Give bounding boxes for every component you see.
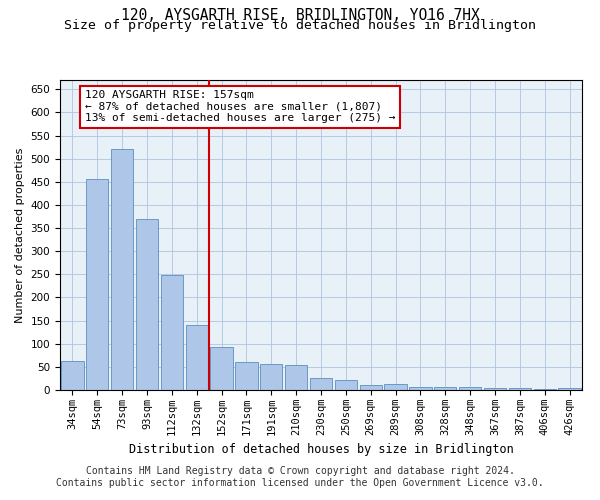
Bar [533,388,556,390]
Bar [285,364,307,390]
Bar [459,387,481,390]
Text: 120 AYSGARTH RISE: 157sqm
← 87% of detached houses are smaller (1,807)
13% of se: 120 AYSGARTH RISE: 157sqm ← 87% of detac… [85,90,395,124]
Bar [86,180,109,390]
Text: Contains HM Land Registry data © Crown copyright and database right 2024.
Contai: Contains HM Land Registry data © Crown c… [56,466,544,487]
Bar [335,380,357,390]
Bar [260,364,283,390]
Bar [385,384,407,390]
Bar [310,378,332,390]
Bar [136,219,158,390]
Bar [161,276,183,390]
Bar [111,150,133,390]
Bar [409,387,431,390]
Text: 120, AYSGARTH RISE, BRIDLINGTON, YO16 7HX: 120, AYSGARTH RISE, BRIDLINGTON, YO16 7H… [121,8,479,22]
Y-axis label: Number of detached properties: Number of detached properties [15,148,25,322]
Text: Size of property relative to detached houses in Bridlington: Size of property relative to detached ho… [64,18,536,32]
Text: Distribution of detached houses by size in Bridlington: Distribution of detached houses by size … [128,442,514,456]
Bar [211,348,233,390]
Bar [559,388,581,390]
Bar [185,325,208,390]
Bar [434,387,457,390]
Bar [61,362,83,390]
Bar [484,388,506,390]
Bar [359,386,382,390]
Bar [235,362,257,390]
Bar [509,388,531,390]
